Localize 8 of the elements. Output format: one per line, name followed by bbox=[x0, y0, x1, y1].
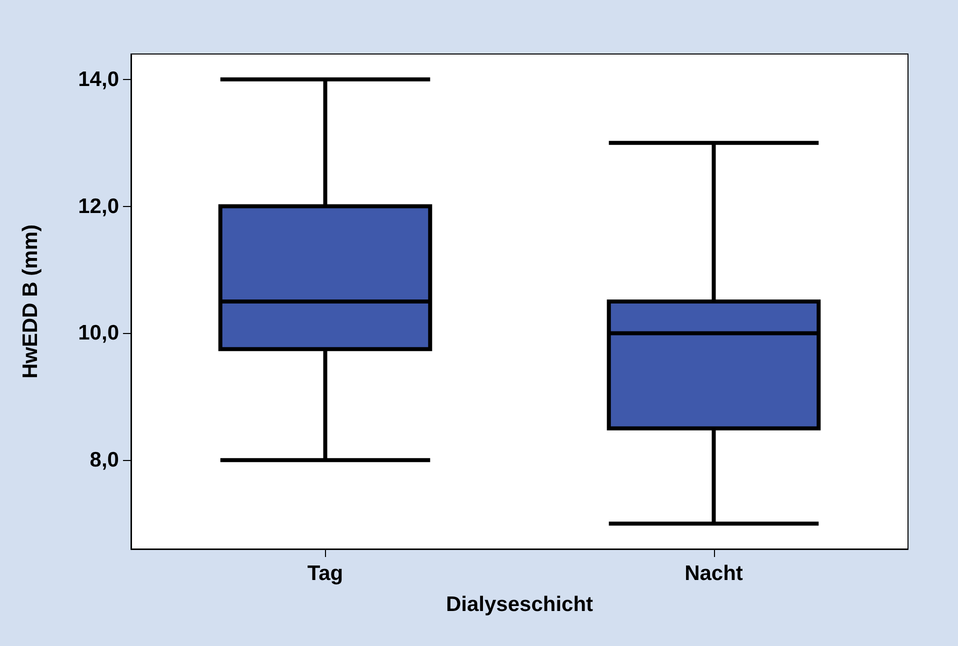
x-tick-label: Tag bbox=[307, 562, 344, 585]
x-axis-title: Dialyseschicht bbox=[446, 593, 594, 616]
y-tick-label: 12,0 bbox=[78, 194, 119, 218]
x-tick-label: Nacht bbox=[684, 562, 743, 585]
y-tick-label: 14,0 bbox=[78, 68, 119, 91]
y-tick-label: 10,0 bbox=[78, 322, 119, 345]
y-axis-title: HwEDD B (mm) bbox=[19, 224, 42, 379]
y-tick-label: 8,0 bbox=[90, 448, 119, 472]
